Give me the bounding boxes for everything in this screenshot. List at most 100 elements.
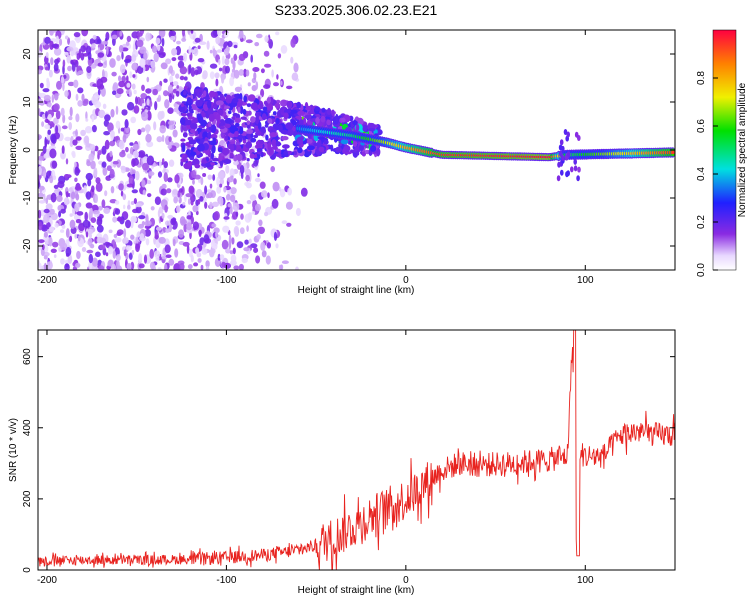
noise-blob bbox=[158, 30, 166, 38]
noise-blob bbox=[150, 206, 155, 211]
noise-blob bbox=[107, 262, 113, 267]
band-blob bbox=[178, 104, 186, 113]
noise-blob bbox=[47, 129, 51, 135]
noise-blob bbox=[123, 237, 129, 244]
noise-blob bbox=[89, 207, 93, 217]
noise-blob bbox=[215, 231, 218, 239]
noise-blob bbox=[244, 239, 249, 245]
noise-blob bbox=[243, 247, 250, 252]
noise-blob bbox=[139, 58, 146, 68]
noise-blob bbox=[252, 67, 260, 72]
noise-blob bbox=[60, 258, 65, 265]
noise-blob bbox=[251, 211, 256, 215]
noise-blob bbox=[110, 130, 115, 138]
noise-blob bbox=[179, 216, 186, 226]
band-blob bbox=[259, 104, 263, 110]
band-blob bbox=[195, 138, 201, 142]
noise-blob bbox=[224, 58, 230, 66]
noise-blob bbox=[195, 247, 200, 255]
noise-blob bbox=[52, 241, 59, 248]
noise-blob bbox=[69, 219, 76, 229]
band-blob bbox=[188, 139, 197, 145]
noise-blob bbox=[165, 58, 172, 65]
noise-blob bbox=[75, 136, 82, 141]
disturbance-blob bbox=[577, 166, 581, 173]
noise-blob bbox=[146, 141, 154, 148]
noise-blob bbox=[108, 229, 113, 234]
noise-blob bbox=[221, 55, 225, 65]
band-blob bbox=[267, 142, 272, 151]
noise-blob bbox=[235, 220, 241, 226]
noise-blob bbox=[53, 117, 59, 125]
noise-blob bbox=[75, 219, 82, 224]
noise-blob bbox=[101, 145, 107, 155]
noise-blob bbox=[168, 159, 175, 167]
noise-blob bbox=[90, 160, 96, 170]
noise-blob bbox=[74, 59, 79, 68]
noise-blob bbox=[91, 115, 95, 123]
noise-blob bbox=[164, 220, 171, 226]
noise-blob bbox=[205, 265, 210, 270]
disturbance-blob bbox=[573, 158, 577, 165]
noise-blob bbox=[179, 66, 188, 75]
noise-blob bbox=[96, 216, 103, 227]
noise-blob bbox=[148, 171, 155, 176]
noise-blob bbox=[249, 194, 257, 201]
noise-blob bbox=[295, 207, 301, 217]
noise-blob bbox=[106, 45, 109, 56]
band-blob bbox=[207, 100, 212, 109]
noise-blob bbox=[45, 66, 49, 71]
noise-blob bbox=[132, 158, 140, 166]
band-blob bbox=[234, 93, 238, 98]
noise-blob bbox=[38, 209, 42, 219]
noise-blob bbox=[102, 167, 108, 176]
noise-blob bbox=[225, 194, 231, 201]
noise-blob bbox=[213, 227, 220, 234]
noise-blob bbox=[104, 139, 110, 150]
band-blob bbox=[189, 156, 195, 161]
noise-blob bbox=[146, 155, 155, 166]
noise-blob bbox=[115, 105, 119, 115]
noise-blob bbox=[101, 41, 109, 45]
noise-blob bbox=[135, 96, 138, 105]
noise-blob bbox=[280, 80, 283, 86]
noise-blob bbox=[250, 243, 258, 249]
disturbance-blob bbox=[566, 131, 570, 138]
band-blob bbox=[253, 134, 259, 139]
noise-blob bbox=[46, 261, 53, 270]
noise-blob bbox=[105, 252, 109, 257]
band-blob bbox=[341, 117, 346, 123]
noise-blob bbox=[223, 48, 230, 56]
noise-blob bbox=[116, 88, 124, 95]
noise-blob bbox=[167, 214, 174, 219]
noise-blob bbox=[291, 72, 299, 81]
noise-blob bbox=[135, 243, 140, 253]
band-blob bbox=[180, 138, 186, 142]
noise-blob bbox=[267, 192, 270, 199]
band-blob bbox=[272, 111, 277, 116]
colorbar-tick-label: 0.4 bbox=[696, 167, 707, 181]
noise-blob bbox=[112, 250, 117, 259]
noise-blob bbox=[46, 80, 50, 90]
band-blob bbox=[191, 104, 197, 110]
noise-blob bbox=[149, 261, 156, 270]
noise-blob bbox=[111, 71, 117, 77]
noise-blob bbox=[138, 215, 146, 220]
noise-blob bbox=[197, 45, 201, 50]
noise-blob bbox=[245, 182, 252, 189]
noise-blob bbox=[48, 226, 55, 233]
noise-blob bbox=[136, 32, 143, 37]
noise-blob bbox=[86, 66, 92, 73]
spectrogram-ridge bbox=[295, 123, 675, 182]
noise-blob bbox=[115, 120, 121, 129]
band-blob bbox=[188, 108, 194, 113]
noise-blob bbox=[158, 236, 166, 244]
noise-blob bbox=[62, 114, 66, 124]
noise-blob bbox=[154, 250, 161, 258]
noise-blob bbox=[281, 260, 289, 265]
noise-blob bbox=[43, 208, 50, 214]
noise-blob bbox=[202, 70, 208, 80]
band-blob bbox=[239, 105, 244, 115]
noise-blob bbox=[239, 227, 245, 235]
noise-blob bbox=[163, 90, 169, 97]
